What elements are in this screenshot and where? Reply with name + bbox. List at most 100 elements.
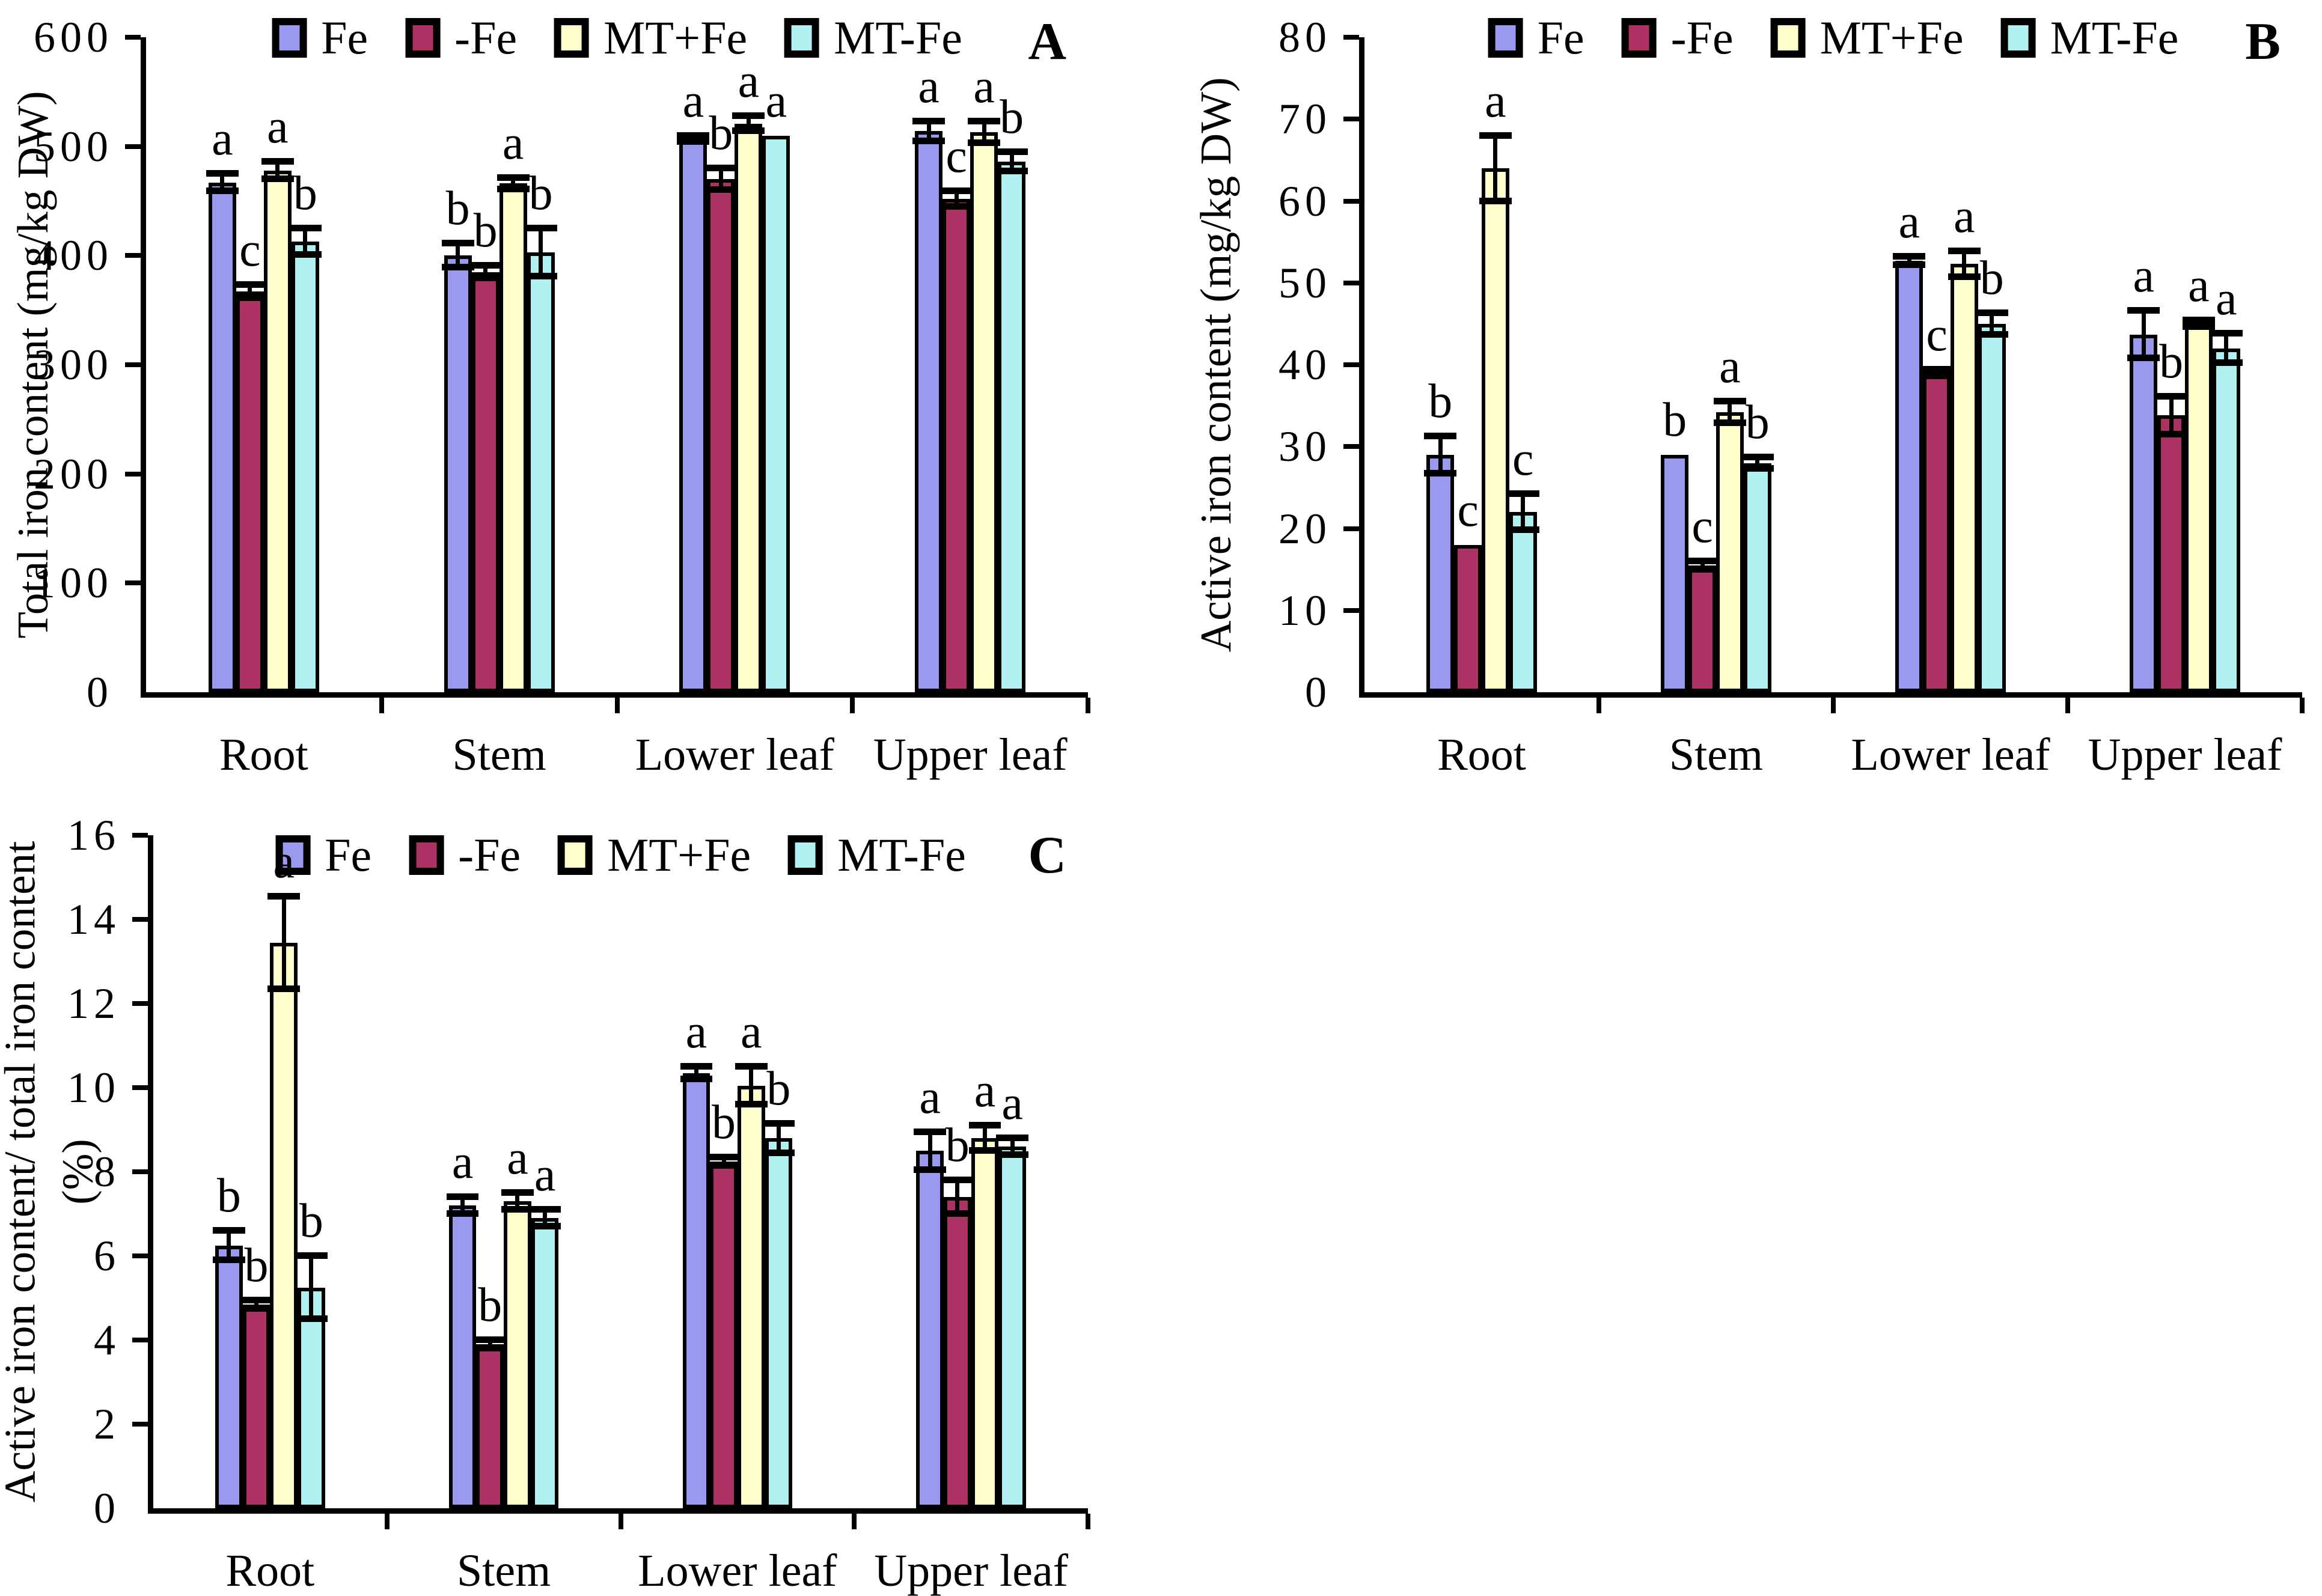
error-bar-cap <box>707 1153 740 1160</box>
y-tick <box>132 917 148 922</box>
y-tick <box>1343 35 1359 40</box>
x-tick <box>618 1514 623 1529</box>
error-bar-cap <box>996 1135 1028 1141</box>
legend-swatch-Fe <box>1488 18 1523 58</box>
y-tick-label: 100 <box>34 559 113 608</box>
y-tick <box>1343 526 1359 531</box>
error-bar-line <box>303 228 308 255</box>
y-tick-label: 0 <box>94 1484 120 1532</box>
y-tick-label: 12 <box>67 979 120 1028</box>
error-bar-cap <box>295 1252 328 1259</box>
error-bar-cap <box>968 117 1001 124</box>
legend-label-MT-Fe: MT-Fe <box>2050 11 2179 64</box>
legend: Fe -Fe MT+Fe MT-Fe <box>275 832 966 879</box>
error-bar-cap <box>267 985 301 992</box>
y-tick-label: 2 <box>94 1400 120 1448</box>
bar-Fe-Stem <box>444 255 472 692</box>
bar-MT+Fe-Stem <box>499 183 527 692</box>
error-bar-line <box>487 1340 492 1348</box>
error-bar-line <box>539 228 543 276</box>
x-category-label: Root <box>1437 729 1526 780</box>
error-bar-line <box>694 1067 698 1079</box>
y-tick <box>132 1085 148 1090</box>
error-bar-cap <box>240 1296 273 1303</box>
x-tick <box>384 1514 390 1529</box>
bar--Fe-Upper leaf <box>2157 415 2185 692</box>
error-bar-line <box>281 896 286 989</box>
legend-swatch-MT+Fe <box>558 835 593 875</box>
legend-swatch-MT+Fe <box>554 18 590 58</box>
error-bar-cap <box>474 1336 507 1343</box>
significance-letter: b <box>945 1119 970 1172</box>
error-bar-cap <box>469 261 502 269</box>
legend-item--Fe: -Fe <box>1621 14 1734 61</box>
bar--Fe-Lower leaf <box>710 1161 738 1508</box>
error-bar-cap <box>2183 317 2215 324</box>
error-bar-line <box>248 285 252 299</box>
x-tick <box>1086 698 1090 713</box>
error-bar-cap <box>968 1122 1001 1128</box>
significance-letter: b <box>473 204 498 257</box>
x-category-label: Stem <box>452 729 546 780</box>
error-bar-cap <box>704 165 738 171</box>
panel-label: B <box>2245 13 2281 71</box>
x-tick <box>2065 698 2070 713</box>
legend-item-MT-Fe: MT-Fe <box>784 14 962 61</box>
error-bar-cap <box>501 1189 534 1196</box>
error-bar-cap <box>912 137 946 144</box>
error-bar-line <box>227 1231 231 1260</box>
legend-label-Fe: Fe <box>1537 11 1584 64</box>
significance-letter: a <box>1485 74 1506 127</box>
error-bar-cap <box>735 1101 768 1107</box>
y-tick-label: 40 <box>1279 341 1331 389</box>
y-tick <box>125 144 141 149</box>
significance-letter: b <box>216 1169 241 1222</box>
error-bar-cap <box>995 148 1028 155</box>
error-bar-cap <box>2127 307 2160 314</box>
error-bar-cap <box>206 187 239 195</box>
error-bar-line <box>955 1180 960 1214</box>
significance-letter: b <box>1428 374 1453 428</box>
error-bar-cap <box>940 187 973 195</box>
error-bar-cap <box>732 127 765 135</box>
x-tick <box>614 698 620 713</box>
significance-letter: a <box>974 1064 996 1117</box>
legend-swatch-MT-Fe <box>788 835 823 875</box>
error-bar-cap <box>914 1166 946 1173</box>
y-tick <box>1343 608 1359 613</box>
significance-letter: b <box>1745 395 1770 449</box>
error-bar-line <box>543 1210 548 1226</box>
error-bar-cap <box>968 139 1001 147</box>
bar-Fe-Upper leaf <box>916 1151 944 1508</box>
error-bar-cap <box>1506 526 1539 534</box>
y-tick-label: 14 <box>67 895 120 943</box>
y-tick-label: 400 <box>34 231 113 280</box>
bar-MT+Fe-Root <box>263 170 292 692</box>
error-bar-cap <box>1424 470 1457 477</box>
bar-Fe-Lower leaf <box>1895 260 1923 692</box>
significance-letter: b <box>1000 90 1024 144</box>
significance-letter: a <box>273 835 295 888</box>
error-bar-line <box>275 162 280 180</box>
y-tick <box>1343 280 1359 285</box>
panel-c: Active iron content/ total iron content … <box>0 793 1145 1594</box>
error-bar-cap <box>1741 453 1774 460</box>
error-bar-line <box>776 1123 781 1153</box>
y-tick <box>1343 117 1359 122</box>
significance-letter: a <box>918 59 939 113</box>
error-bar-cap <box>732 112 765 119</box>
error-bar-cap <box>501 1206 534 1213</box>
error-bar-cap <box>528 1223 561 1229</box>
error-bar-line <box>1962 251 1967 278</box>
error-bar-cap <box>2183 323 2215 330</box>
significance-letter: c <box>239 224 261 277</box>
legend-label--Fe: -Fe <box>458 829 521 881</box>
legend-label--Fe: -Fe <box>454 11 518 64</box>
error-bar-line <box>1728 401 1732 423</box>
significance-letter: b <box>709 107 733 160</box>
significance-letter: a <box>1001 1077 1023 1130</box>
significance-letter: b <box>478 1279 503 1332</box>
x-tick <box>1086 1514 1090 1529</box>
